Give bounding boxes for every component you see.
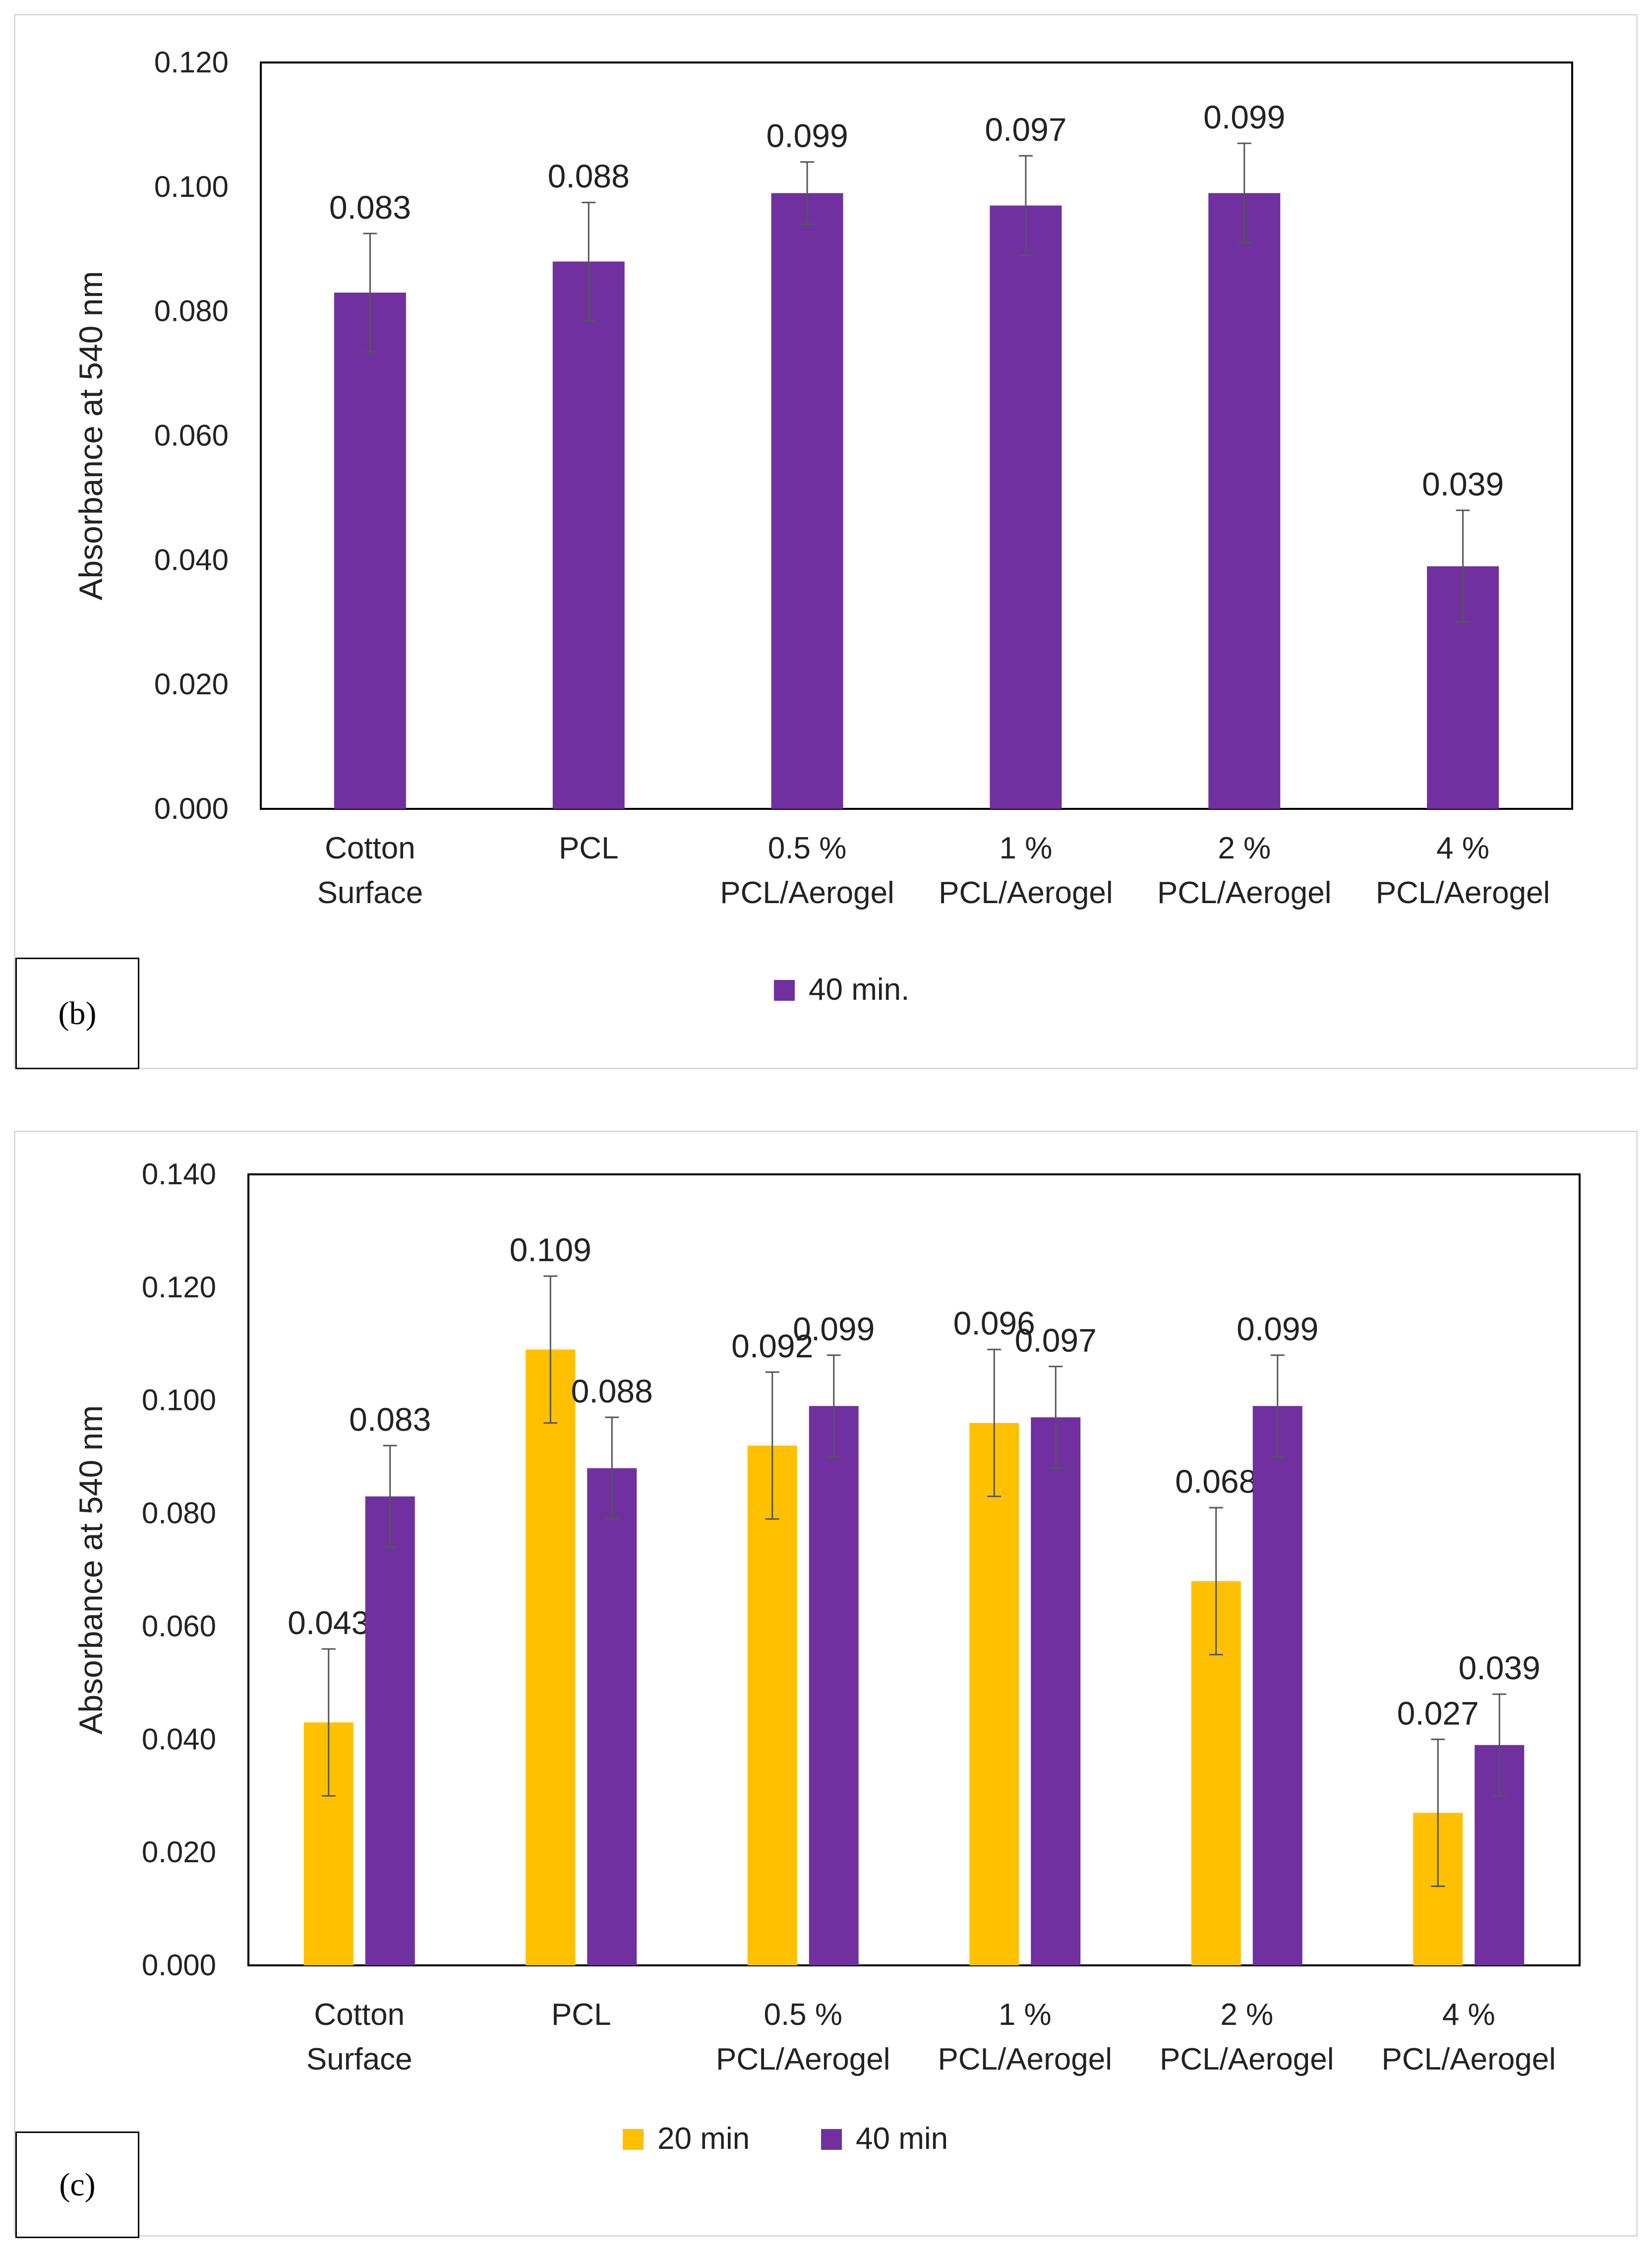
data-label: 0.043 — [288, 1604, 369, 1641]
legend-label: 20 min — [657, 2122, 750, 2156]
bar — [990, 205, 1062, 809]
data-label: 0.099 — [1203, 99, 1285, 135]
legend-label: 40 min. — [809, 973, 909, 1007]
y-tick-label: 0.100 — [142, 1384, 216, 1417]
bar — [552, 261, 625, 809]
y-tick-label: 0.080 — [142, 1497, 216, 1530]
category-label: PCL — [551, 1998, 611, 2032]
y-tick-label: 0.060 — [154, 419, 229, 452]
y-tick-label: 0.080 — [154, 295, 229, 328]
y-tick-label: 0.020 — [154, 668, 229, 701]
category-label: 2 % PCL/Aerogel — [1160, 1998, 1334, 2076]
bar — [1031, 1417, 1081, 1965]
chart-c-svg: 0.000 0.020 0.040 0.060 0.080 0.100 0.120 0.140… — [72, 1157, 1581, 2156]
category-label: 1 % PCL/Aerogel — [939, 831, 1113, 910]
data-label: 0.099 — [1237, 1311, 1318, 1347]
category-label: Cotton Surface — [306, 1998, 413, 2076]
y-tick-label: 0.000 — [142, 1949, 216, 1982]
category-label: 0.5 % PCL/Aerogel — [720, 831, 894, 910]
error-bar — [1209, 1507, 1223, 1655]
plot-area-frame — [260, 61, 1573, 810]
error-bar — [1456, 509, 1470, 623]
y-tick-label: 0.100 — [154, 170, 229, 203]
y-tick-label: 0.000 — [154, 792, 229, 825]
y-tick-label: 0.020 — [142, 1835, 216, 1869]
data-label: 0.097 — [1015, 1322, 1097, 1358]
category-label: 0.5 % PCL/Aerogel — [716, 1998, 890, 2076]
category-label: PCL — [559, 831, 619, 865]
bar — [809, 1406, 859, 1965]
bar — [969, 1423, 1019, 1965]
bar — [1208, 193, 1281, 809]
y-tick-label: 0.060 — [142, 1609, 216, 1643]
y-tick-label: 0.040 — [142, 1722, 216, 1756]
data-label: 0.039 — [1459, 1649, 1540, 1686]
data-label: 0.099 — [793, 1311, 875, 1347]
bar — [526, 1349, 576, 1965]
chart-panel-b: 0.000 0.020 0.040 0.060 0.080 0.100 0.120 Absor… — [14, 14, 1638, 1069]
data-label: 0.097 — [985, 111, 1066, 148]
panel-label-b: (b) — [15, 958, 139, 1069]
category-label: 4 % PCL/Aerogel — [1381, 1998, 1556, 2076]
error-bar — [1237, 142, 1251, 244]
y-tick-label: 0.120 — [154, 46, 229, 79]
data-label: 0.099 — [766, 118, 848, 154]
data-label: 0.109 — [510, 1231, 591, 1268]
data-label: 0.088 — [571, 1373, 653, 1409]
error-bar — [826, 1354, 841, 1458]
error-bar — [582, 201, 596, 321]
chart-panel-c: 0.000 0.020 0.040 0.060 0.080 0.100 0.120 0.140… — [14, 1131, 1638, 2238]
bar — [334, 293, 406, 809]
bar — [365, 1496, 415, 1965]
bar — [747, 1445, 797, 1965]
error-bar — [987, 1348, 1002, 1497]
category-label: Cotton Surface — [317, 831, 423, 910]
data-label: 0.068 — [1175, 1463, 1257, 1500]
error-bar — [1431, 1738, 1445, 1887]
category-label: 4 % PCL/Aerogel — [1376, 831, 1550, 910]
bar — [771, 193, 843, 809]
data-label: 0.092 — [731, 1328, 813, 1364]
error-bar — [1270, 1354, 1285, 1458]
data-label: 0.083 — [329, 189, 411, 226]
chart-b-svg: 0.000 0.020 0.040 0.060 0.080 0.100 0.120 Absor… — [72, 46, 1573, 1007]
data-label: 0.083 — [349, 1401, 431, 1438]
data-label: 0.088 — [548, 158, 630, 194]
error-bar — [321, 1648, 336, 1797]
y-axis-label: Absorbance at 540 nm — [72, 1405, 109, 1734]
data-label: 0.096 — [953, 1305, 1035, 1341]
error-bar — [605, 1416, 619, 1520]
category-label: 1 % PCL/Aerogel — [938, 1998, 1112, 2076]
error-bar — [543, 1275, 558, 1424]
panel-label-c: (c) — [15, 2132, 139, 2238]
legend-swatch — [623, 2129, 644, 2150]
error-bar — [1018, 155, 1033, 256]
y-axis-label: Absorbance at 540 nm — [72, 271, 109, 600]
error-bar — [1049, 1365, 1063, 1469]
y-tick-label: 0.120 — [142, 1271, 216, 1304]
y-tick-label: 0.140 — [142, 1157, 216, 1191]
error-bar — [1492, 1693, 1507, 1797]
error-bar — [363, 233, 377, 353]
error-bar — [765, 1371, 779, 1520]
data-label: 0.039 — [1422, 466, 1504, 502]
category-label: 2 % PCL/Aerogel — [1157, 831, 1332, 910]
legend-swatch — [821, 2129, 842, 2150]
data-label: 0.027 — [1397, 1695, 1479, 1731]
legend-swatch — [774, 980, 795, 1001]
error-bar — [800, 161, 815, 225]
bar — [1252, 1406, 1302, 1965]
legend-label: 40 min — [856, 2122, 948, 2156]
y-tick-label: 0.040 — [154, 543, 229, 576]
plot-area-frame — [247, 1173, 1581, 1966]
bar — [587, 1468, 637, 1965]
error-bar — [383, 1445, 397, 1548]
